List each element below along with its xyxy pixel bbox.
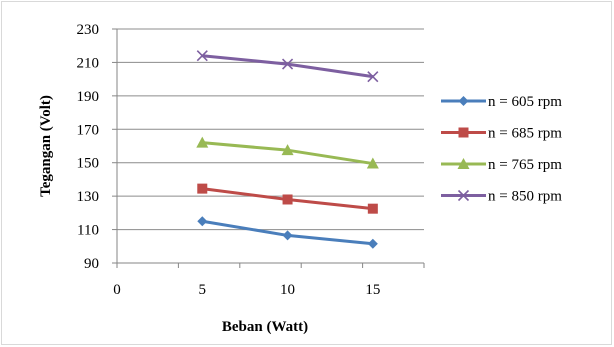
data-point-marker	[196, 50, 208, 62]
legend: n = 605 rpm n = 685 rpm n = 765 rpm n = 850…	[441, 94, 562, 205]
series-line	[202, 54, 374, 79]
y-tick-label: 110	[77, 223, 99, 239]
legend-item: n = 605 rpm	[441, 94, 562, 110]
data-point-marker	[458, 127, 469, 138]
legend-item: n = 685 rpm	[441, 126, 562, 142]
y-tick-label: 190	[77, 89, 100, 105]
plot-series	[196, 50, 379, 249]
data-point-marker	[367, 71, 379, 83]
y-tick-label: 230	[77, 22, 100, 38]
x-axis-title: Beban (Watt)	[222, 319, 308, 335]
y-tick-label: 150	[77, 156, 100, 172]
data-point-marker	[458, 96, 469, 106]
data-point-marker	[282, 230, 293, 241]
data-point-marker	[281, 58, 294, 70]
data-point-marker	[366, 157, 379, 169]
x-tick-labels: 0 5 10 15	[113, 282, 380, 298]
legend-label: n = 605 rpm	[488, 94, 562, 110]
series-1	[197, 216, 378, 249]
legend-label: n = 685 rpm	[488, 126, 562, 142]
x-tick-label: 10	[280, 282, 295, 298]
data-point-marker	[197, 183, 208, 194]
gridlines	[117, 28, 424, 231]
x-tick-label: 15	[365, 282, 380, 298]
marker-stroke	[281, 58, 294, 70]
x-tick-label: 0	[113, 282, 121, 298]
data-point-marker	[367, 203, 378, 214]
legend-label: n = 850 rpm	[488, 189, 562, 205]
data-point-marker	[367, 238, 378, 249]
data-point-marker	[197, 216, 208, 227]
axes	[112, 28, 425, 268]
y-tick-label: 170	[77, 122, 100, 138]
series-2	[197, 183, 378, 214]
data-point-marker	[196, 136, 209, 148]
data-point-marker	[281, 144, 294, 156]
y-tick-label: 210	[77, 55, 100, 71]
legend-item: n = 765 rpm	[441, 157, 562, 173]
y-tick-label: 90	[84, 256, 99, 272]
marker-stroke	[367, 71, 379, 83]
series-4	[196, 50, 379, 83]
legend-item: n = 850 rpm	[441, 189, 562, 205]
series-3	[196, 136, 379, 169]
y-axis-title: Tegangan (Volt)	[38, 95, 54, 197]
marker-stroke	[196, 50, 208, 62]
data-point-marker	[457, 158, 470, 169]
x-tick-label: 5	[199, 282, 207, 298]
y-tick-labels: 90 110 130 150 170 190 210 230	[77, 22, 100, 272]
data-point-marker	[282, 194, 293, 205]
y-tick-label: 130	[77, 189, 100, 205]
data-point-marker	[457, 189, 470, 202]
marker-stroke	[457, 189, 470, 202]
legend-label: n = 765 rpm	[488, 157, 562, 173]
